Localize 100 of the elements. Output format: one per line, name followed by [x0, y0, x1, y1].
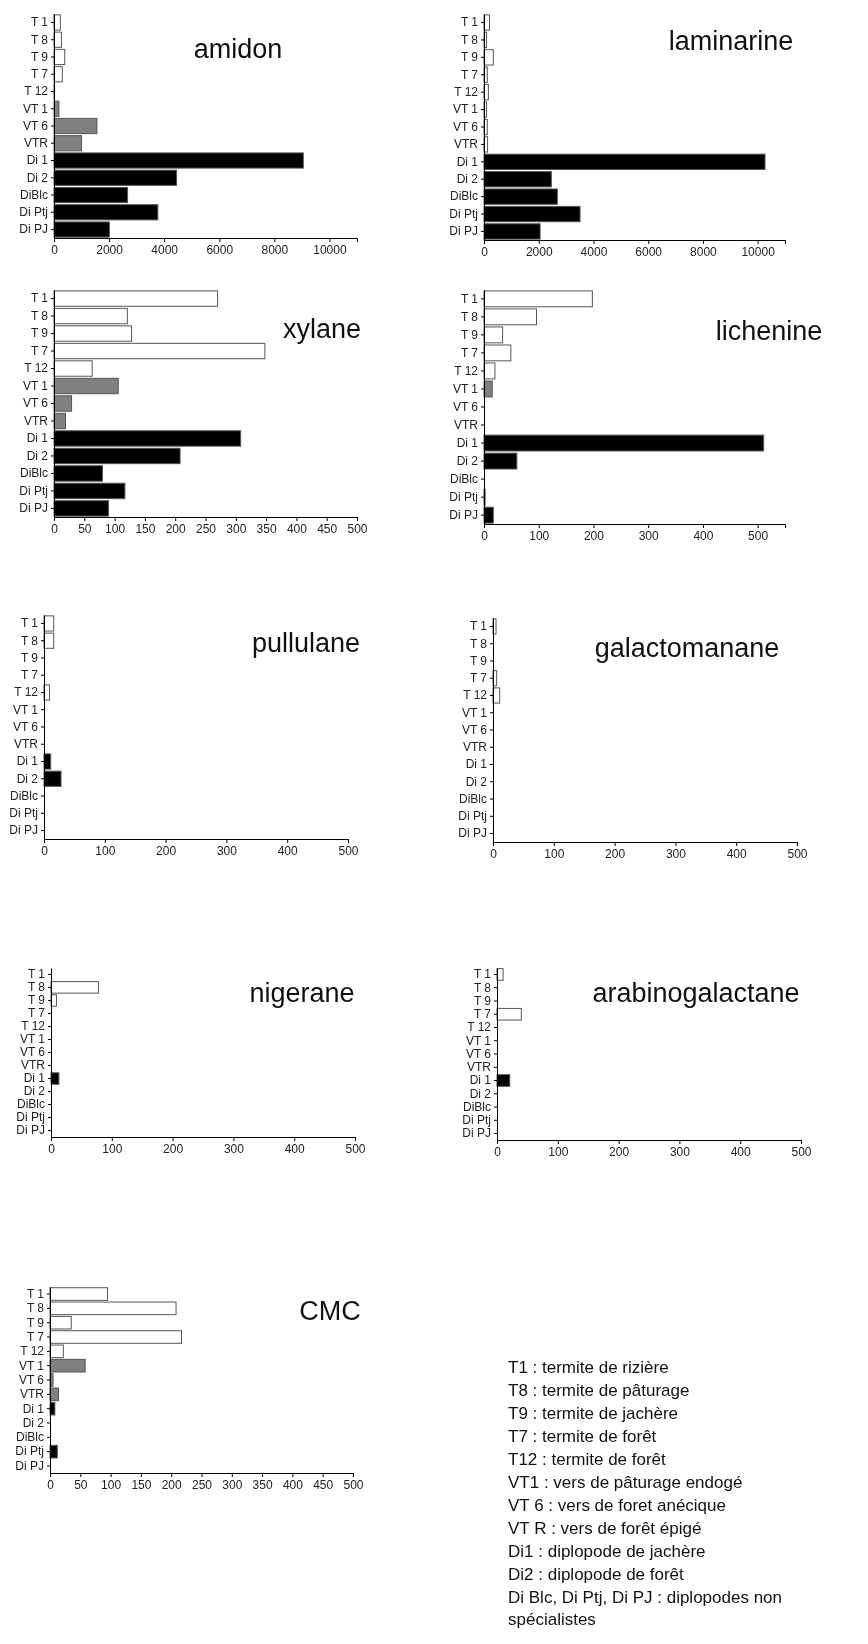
y-tick-label: Di Ptj: [449, 206, 478, 221]
x-tick-label: 0: [481, 244, 489, 259]
y-tick-label: T 7: [460, 67, 479, 82]
y-tick-label: VT 6: [12, 719, 39, 734]
x-tick-label: 250: [191, 1477, 213, 1492]
y-tick-label: DiBlc: [19, 466, 48, 481]
text: T1 : termite de rizière: [508, 1358, 669, 1377]
x-tick-label: 100: [105, 521, 126, 536]
y-tick-label: T 9: [27, 993, 46, 1008]
text: VT 6 : vers de foret anécique: [508, 1496, 726, 1515]
x-tick-label: 0: [494, 1144, 502, 1159]
x-tick-label: 100: [529, 528, 550, 543]
y-tick-label: Di 2: [456, 172, 479, 187]
y-tick-label: T 8: [30, 32, 49, 47]
y-tick-label: VT 1: [19, 1032, 46, 1047]
text: Di2 : diplopode de forêt: [508, 1565, 685, 1584]
y-tick-label: T 9: [30, 49, 49, 64]
x-tick-label: 500: [347, 521, 368, 536]
y-tick-label: T 12: [14, 685, 39, 700]
x-tick-label: 0: [481, 528, 489, 543]
y-tick-label: Di 1: [16, 754, 39, 769]
y-tick-label: T 1: [469, 619, 488, 634]
y-tick-label: VT 6: [19, 1045, 46, 1060]
y-tick-label: Di 2: [23, 1084, 46, 1099]
y-tick-label: VT 1: [22, 378, 49, 393]
y-tick-label: Di 2: [465, 774, 488, 789]
y-tick-label: T 12: [463, 688, 488, 703]
y-tick-label: T 12: [24, 361, 49, 376]
y-tick-label: T 7: [30, 67, 49, 82]
x-tick-label: 0: [41, 843, 49, 858]
x-tick-label: 0: [51, 242, 59, 257]
y-tick-label: Di 2: [26, 448, 49, 463]
x-tick-label: 4000: [580, 244, 608, 259]
text: T9 : termite de jachère: [508, 1404, 679, 1423]
x-tick-label: 200: [156, 843, 177, 858]
text: T12 : termite de forêt: [508, 1450, 667, 1469]
x-tick-label: 200: [163, 1141, 184, 1156]
y-tick-label: T 12: [20, 1344, 45, 1359]
text: VT R : vers de forêt épigé: [508, 1519, 702, 1538]
y-tick-label: VT 6: [22, 118, 49, 133]
y-tick-label: Di 2: [469, 1086, 492, 1101]
y-tick-label: Di 1: [456, 435, 479, 450]
x-tick-label: 450: [313, 1477, 334, 1492]
y-tick-label: T 1: [27, 967, 46, 982]
y-tick-label: VTR: [21, 1058, 46, 1073]
y-tick-label: T 1: [26, 1286, 45, 1301]
x-tick-label: 4000: [151, 242, 179, 257]
chart-title: nigerane: [249, 978, 355, 1008]
text: pullulane: [251, 628, 361, 658]
y-tick-label: Di Ptj: [16, 1110, 45, 1125]
y-tick-label: Di Ptj: [9, 806, 38, 821]
y-tick-label: T 7: [26, 1329, 45, 1344]
y-tick-label: VT 6: [18, 1372, 45, 1387]
x-tick-label: 400: [284, 1141, 306, 1156]
text: Di1 : diplopode de jachère: [508, 1542, 706, 1561]
y-tick-label: VTR: [454, 417, 479, 432]
y-tick-label: VTR: [14, 737, 39, 752]
y-tick-label: Di Ptj: [15, 1444, 44, 1459]
y-tick-label: VTR: [20, 1387, 45, 1402]
x-tick-label: 200: [165, 521, 187, 536]
y-tick-label: T 12: [467, 1020, 492, 1035]
x-tick-label: 400: [730, 1144, 752, 1159]
y-tick-label: T 8: [469, 636, 488, 651]
text: Di Blc, Di Ptj, Di PJ : diplopodes non spécialistes: [508, 1588, 783, 1629]
x-tick-label: 0: [490, 846, 498, 861]
x-tick-label: 500: [338, 843, 359, 858]
y-tick-label: VT 1: [465, 1033, 492, 1048]
y-tick-label: VTR: [467, 1060, 492, 1075]
y-tick-label: DiBlc: [449, 471, 478, 486]
x-tick-label: 10000: [741, 244, 776, 259]
x-tick-label: 50: [74, 1477, 88, 1492]
x-tick-label: 0: [51, 521, 59, 536]
text: T8 : termite de pâturage: [508, 1381, 690, 1400]
y-tick-label: T 8: [460, 32, 479, 47]
x-tick-label: 300: [665, 846, 687, 861]
y-tick-label: Di 1: [456, 154, 479, 169]
y-tick-label: Di 1: [469, 1073, 492, 1088]
x-tick-label: 100: [544, 846, 565, 861]
y-tick-label: Di 1: [22, 1401, 45, 1416]
y-tick-label: T 9: [20, 650, 39, 665]
x-tick-label: 400: [282, 1477, 304, 1492]
y-tick-label: T 9: [460, 50, 479, 65]
x-tick-label: 300: [669, 1144, 691, 1159]
y-tick-label: Di PJ: [19, 501, 48, 516]
y-tick-label: T 8: [20, 633, 39, 648]
y-tick-label: VTR: [24, 136, 49, 151]
y-tick-label: T 8: [473, 980, 492, 995]
x-tick-label: 0: [47, 1477, 55, 1492]
y-tick-label: T 12: [24, 84, 49, 99]
y-tick-label: VT 6: [465, 1046, 492, 1061]
y-tick-label: T 7: [20, 668, 39, 683]
text: galactomanane: [594, 633, 780, 663]
x-tick-label: 400: [726, 846, 748, 861]
y-tick-label: DiBlc: [458, 791, 487, 806]
y-tick-label: Di 1: [26, 153, 49, 168]
y-tick-label: Di 1: [23, 1071, 46, 1086]
y-tick-label: VT 1: [12, 702, 39, 717]
y-tick-label: VT 1: [461, 705, 488, 720]
y-tick-label: DiBlc: [9, 788, 38, 803]
x-tick-label: 500: [791, 1144, 812, 1159]
